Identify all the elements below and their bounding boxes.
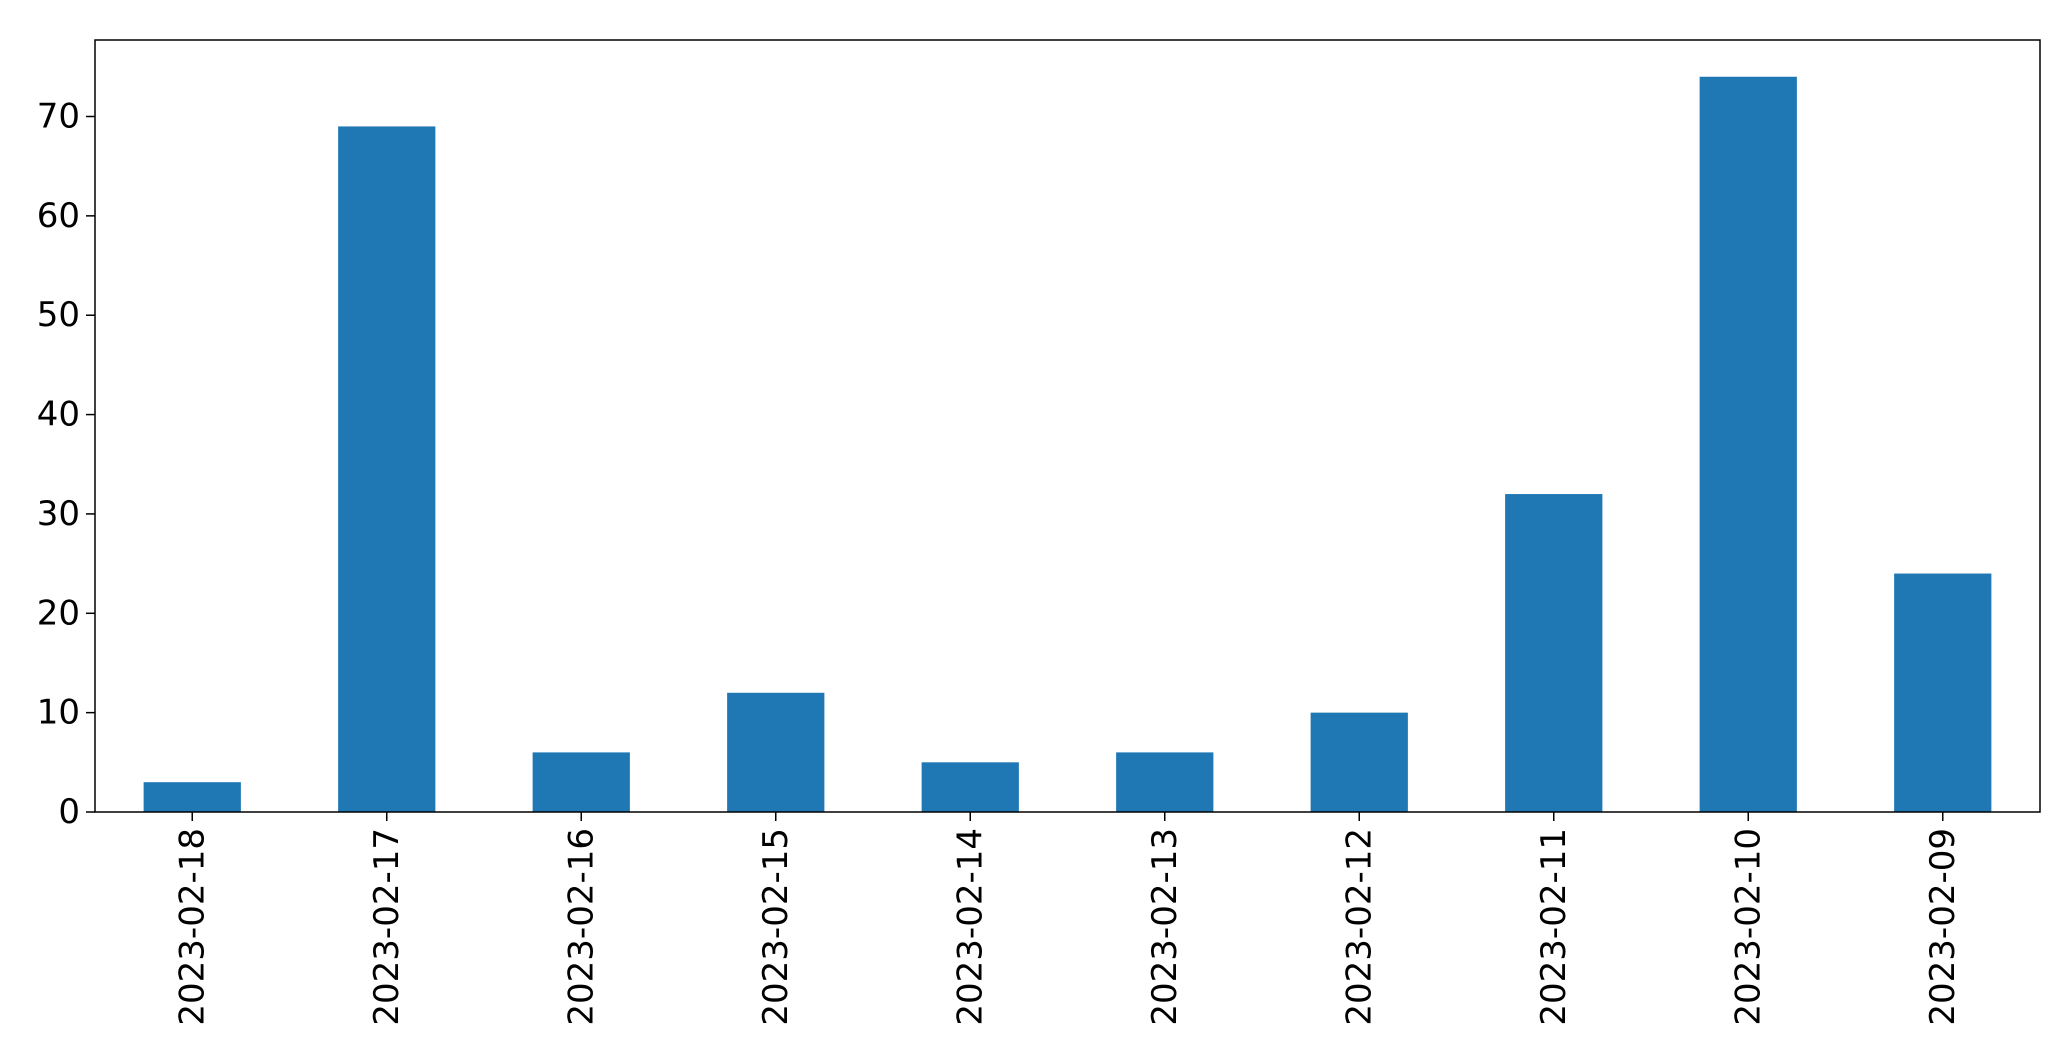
y-tick-label: 30: [37, 494, 80, 534]
y-tick-label: 40: [37, 395, 80, 435]
x-tick-label: 2023-02-11: [1534, 828, 1574, 1026]
y-tick-label: 70: [37, 97, 80, 137]
bar-2023-02-11: [1505, 494, 1603, 812]
x-tick-label: 2023-02-13: [1145, 828, 1185, 1026]
bar-2023-02-09: [1894, 573, 1992, 812]
plot-frame: [94, 39, 2041, 813]
x-tick-label: 2023-02-10: [1728, 828, 1768, 1026]
bar-2023-02-17: [338, 126, 436, 812]
y-tick-label: 0: [58, 792, 80, 832]
bar-2023-02-13: [1116, 752, 1214, 812]
x-tick-label: 2023-02-12: [1339, 828, 1379, 1026]
x-tick-label: 2023-02-14: [950, 828, 990, 1026]
y-tick-label: 10: [37, 693, 80, 733]
x-tick-label: 2023-02-09: [1923, 828, 1963, 1026]
bar-2023-02-15: [727, 692, 825, 812]
bar-2023-02-12: [1310, 712, 1408, 812]
bar-2023-02-10: [1699, 76, 1797, 812]
x-tick-label: 2023-02-18: [172, 828, 212, 1026]
bar-2023-02-14: [921, 762, 1019, 812]
bar-2023-02-18: [143, 782, 241, 812]
bar-2023-02-16: [532, 752, 630, 812]
x-tick-label: 2023-02-16: [561, 828, 601, 1026]
bars-group: [143, 76, 1992, 812]
y-tick-label: 20: [37, 593, 80, 633]
y-axis: 0 10 20 30 40 50 60 70: [37, 97, 95, 832]
x-tick-label: 2023-02-15: [756, 828, 796, 1026]
y-tick-label: 50: [37, 295, 80, 335]
x-tick-label: 2023-02-17: [367, 828, 407, 1026]
x-axis: 2023-02-18 2023-02-17 2023-02-16 2023-02-15…: [172, 812, 1963, 1026]
y-tick-label: 60: [37, 196, 80, 236]
